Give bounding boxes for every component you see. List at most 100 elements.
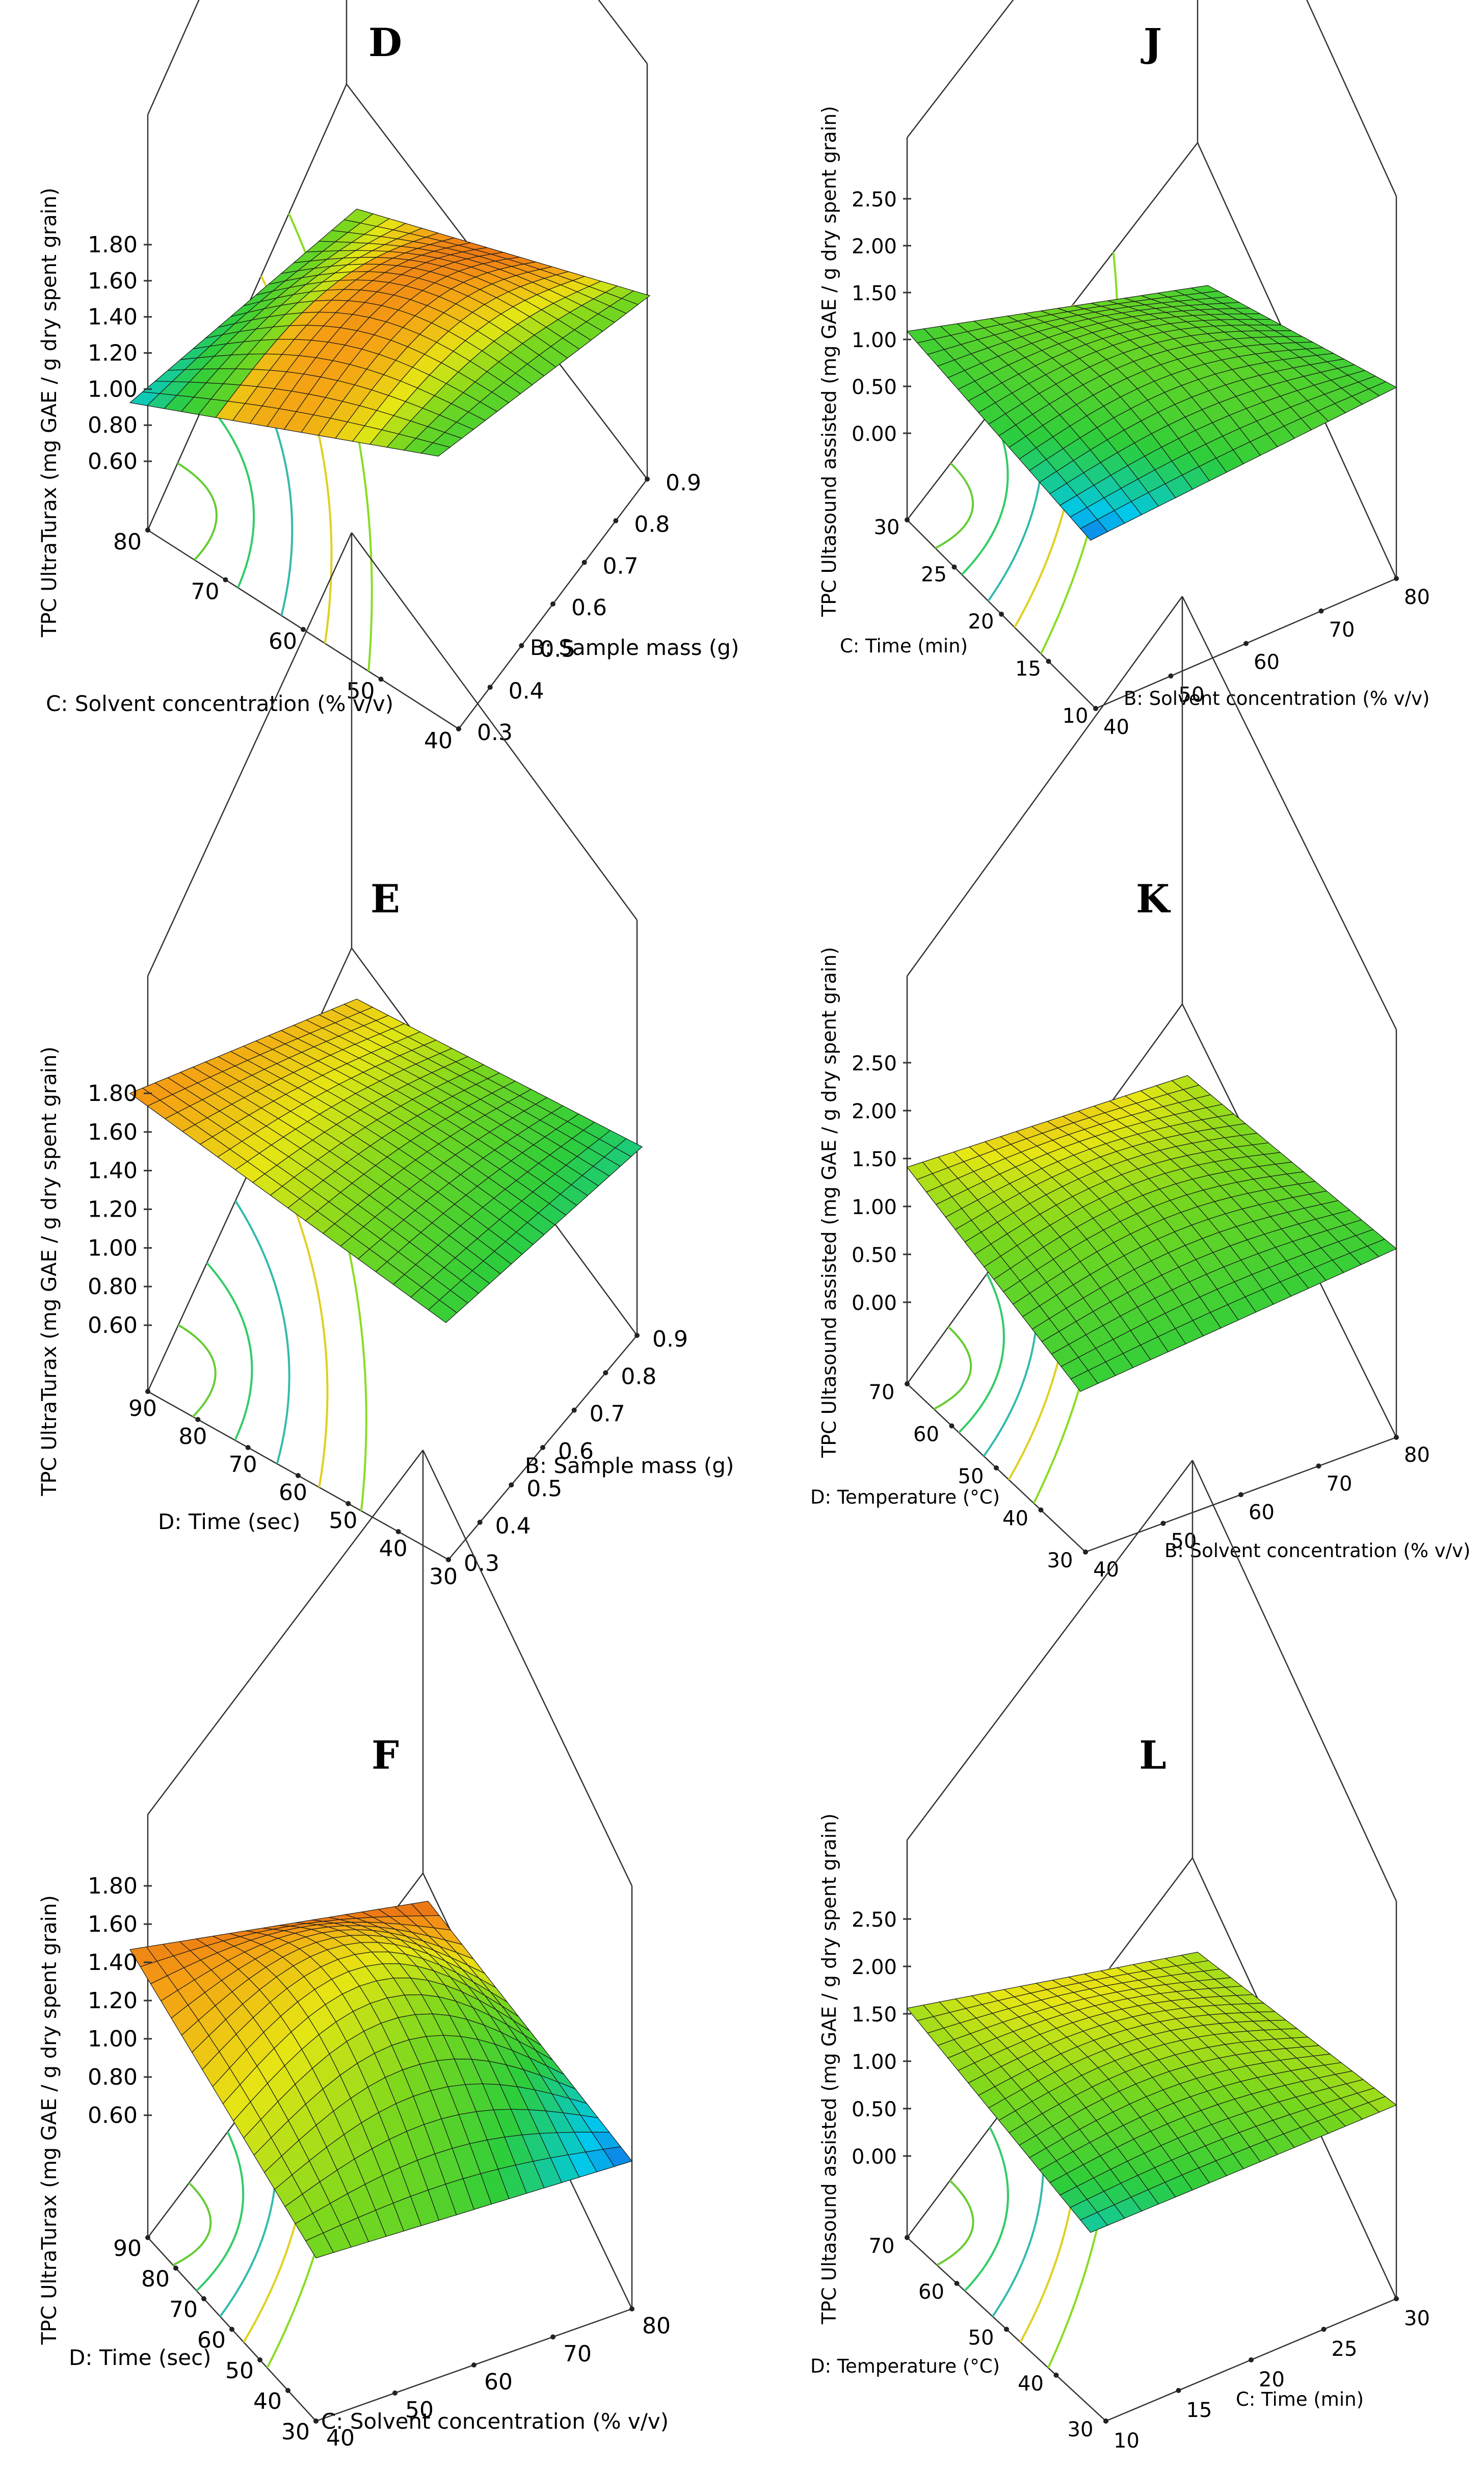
z-axis-title: TPC Ultasound assisted (mg GAE / g dry s… [818,947,840,1458]
z-tick-label: 0.60 [88,449,138,475]
z-tick-label: 2.00 [852,1100,897,1123]
box-edge [147,532,353,977]
y-tick-label: 80 [1404,1443,1430,1467]
y-tick-mark [1394,1435,1399,1440]
z-tick-label: 0.00 [852,1292,897,1315]
y-tick-mark [1321,2327,1327,2332]
y-tick-mark [540,1445,545,1450]
z-tick-label: 0.80 [88,1274,138,1300]
y-tick-label: 0.7 [603,553,639,579]
y-tick-label: 80 [1404,586,1430,609]
box-edge [1181,596,1397,1030]
z-tick-label: 0.50 [852,1244,897,1267]
z-tick-label: 1.60 [88,268,138,294]
x-tick-mark [954,2281,960,2286]
x-tick-label: 90 [128,1396,157,1422]
z-tick-label: 1.40 [88,1950,138,1976]
z-axis-title: TPC Ultasound assisted (mg GAE / g dry s… [818,106,840,617]
y-tick-label: 0.4 [509,678,544,704]
x-tick-mark [994,1465,999,1470]
y-axis-title: B: Sample mass (g) [525,1453,734,1478]
x-tick-label: 30 [1068,2418,1094,2441]
y-tick-label: 70 [1327,1472,1353,1495]
y-axis-title: B: Solvent concentration (% v/v) [1124,688,1429,709]
z-tick-label: 0.50 [852,2098,897,2121]
y-axis-title: C: Solvent concentration (% v/v) [321,2409,669,2434]
contour-line [204,400,255,588]
z-tick-label: 1.80 [88,232,138,258]
y-axis-title: C: Time (min) [1236,2388,1364,2410]
x-tick-mark [223,577,228,583]
panel-label-L: L [1139,1732,1166,1778]
x-tick-label: 70 [869,1381,895,1404]
x-tick-mark [245,1445,251,1450]
y-tick-label: 50 [405,2397,434,2423]
x-axis-title: D: Time (sec) [69,2345,211,2370]
x-tick-mark [301,627,306,632]
contour-line [964,2127,1009,2292]
z-tick-label: 1.00 [852,2051,897,2074]
x-tick-mark [1053,2373,1059,2378]
y-tick-mark [1093,706,1098,711]
response-surface [129,208,651,457]
x-tick-label: 70 [869,2235,895,2258]
z-tick-label: 1.00 [88,2026,138,2052]
box-edge [351,532,638,921]
panel-L: L 2.50 2.00 1.50 1.00 0.50 0.00 70 60 50 40 30 10 15 2… [810,1460,1430,2453]
contour-line [936,2179,974,2266]
y-tick-mark [509,1482,514,1488]
x-tick-mark [1038,1507,1044,1513]
y-tick-label: 0.9 [652,1326,688,1352]
x-tick-label: 70 [191,579,220,605]
z-tick-label: 0.60 [88,1312,138,1338]
y-axis-title: B: Sample mass (g) [530,635,739,660]
contour-line [958,1273,1005,1434]
x-tick-mark [145,1389,150,1394]
y-tick-mark [477,1519,483,1525]
z-tick-label: 1.20 [88,1197,138,1223]
y-tick-mark [634,1333,640,1338]
z-tick-label: 2.50 [852,1908,897,1932]
contour-line [177,462,218,561]
y-tick-label: 40 [1093,1558,1119,1582]
y-tick-mark [392,2390,398,2396]
x-tick-label: 60 [269,628,297,654]
x-tick-mark [257,2357,262,2362]
x-tick-label: 80 [178,1424,207,1450]
contour-line [177,1324,217,1417]
z-tick-label: 0.80 [88,2064,138,2090]
x-axis-title: D: Time (sec) [158,1509,301,1534]
x-tick-mark [145,528,150,533]
box-frame [906,1460,1397,2422]
box-edge [1306,0,1397,197]
x-tick-mark [378,676,384,682]
y-tick-mark [581,560,587,565]
y-tick-label: 0.7 [590,1401,625,1427]
box-edge [422,1450,633,1886]
x-tick-label: 90 [113,2236,142,2262]
contour-line [933,1326,972,1410]
panel-label-K: K [1136,876,1171,922]
x-tick-label: 70 [169,2297,198,2323]
y-tick-label: 0.6 [558,1438,594,1464]
y-tick-label: 40 [1103,716,1129,739]
y-tick-label: 0.6 [571,595,607,621]
x-tick-label: 60 [918,2280,944,2304]
response-surface [129,1901,633,2258]
x-tick-label: 50 [968,2326,994,2350]
y-tick-mark [1168,673,1174,679]
x-tick-label: 60 [279,1480,307,1506]
z-tick-label: 1.80 [88,1081,138,1107]
panel-label-F: F [372,1732,399,1778]
surface-cell [420,442,451,457]
y-tick-label: 0.8 [634,512,670,538]
x-tick-mark [1046,659,1051,664]
y-tick-mark [313,2419,319,2424]
z-tick-label: 2.00 [852,235,897,258]
x-tick-label: 70 [229,1452,257,1478]
z-tick-label: 1.80 [88,1873,138,1899]
x-tick-label: 10 [1063,704,1089,728]
x-tick-label: 40 [1002,1507,1028,1531]
